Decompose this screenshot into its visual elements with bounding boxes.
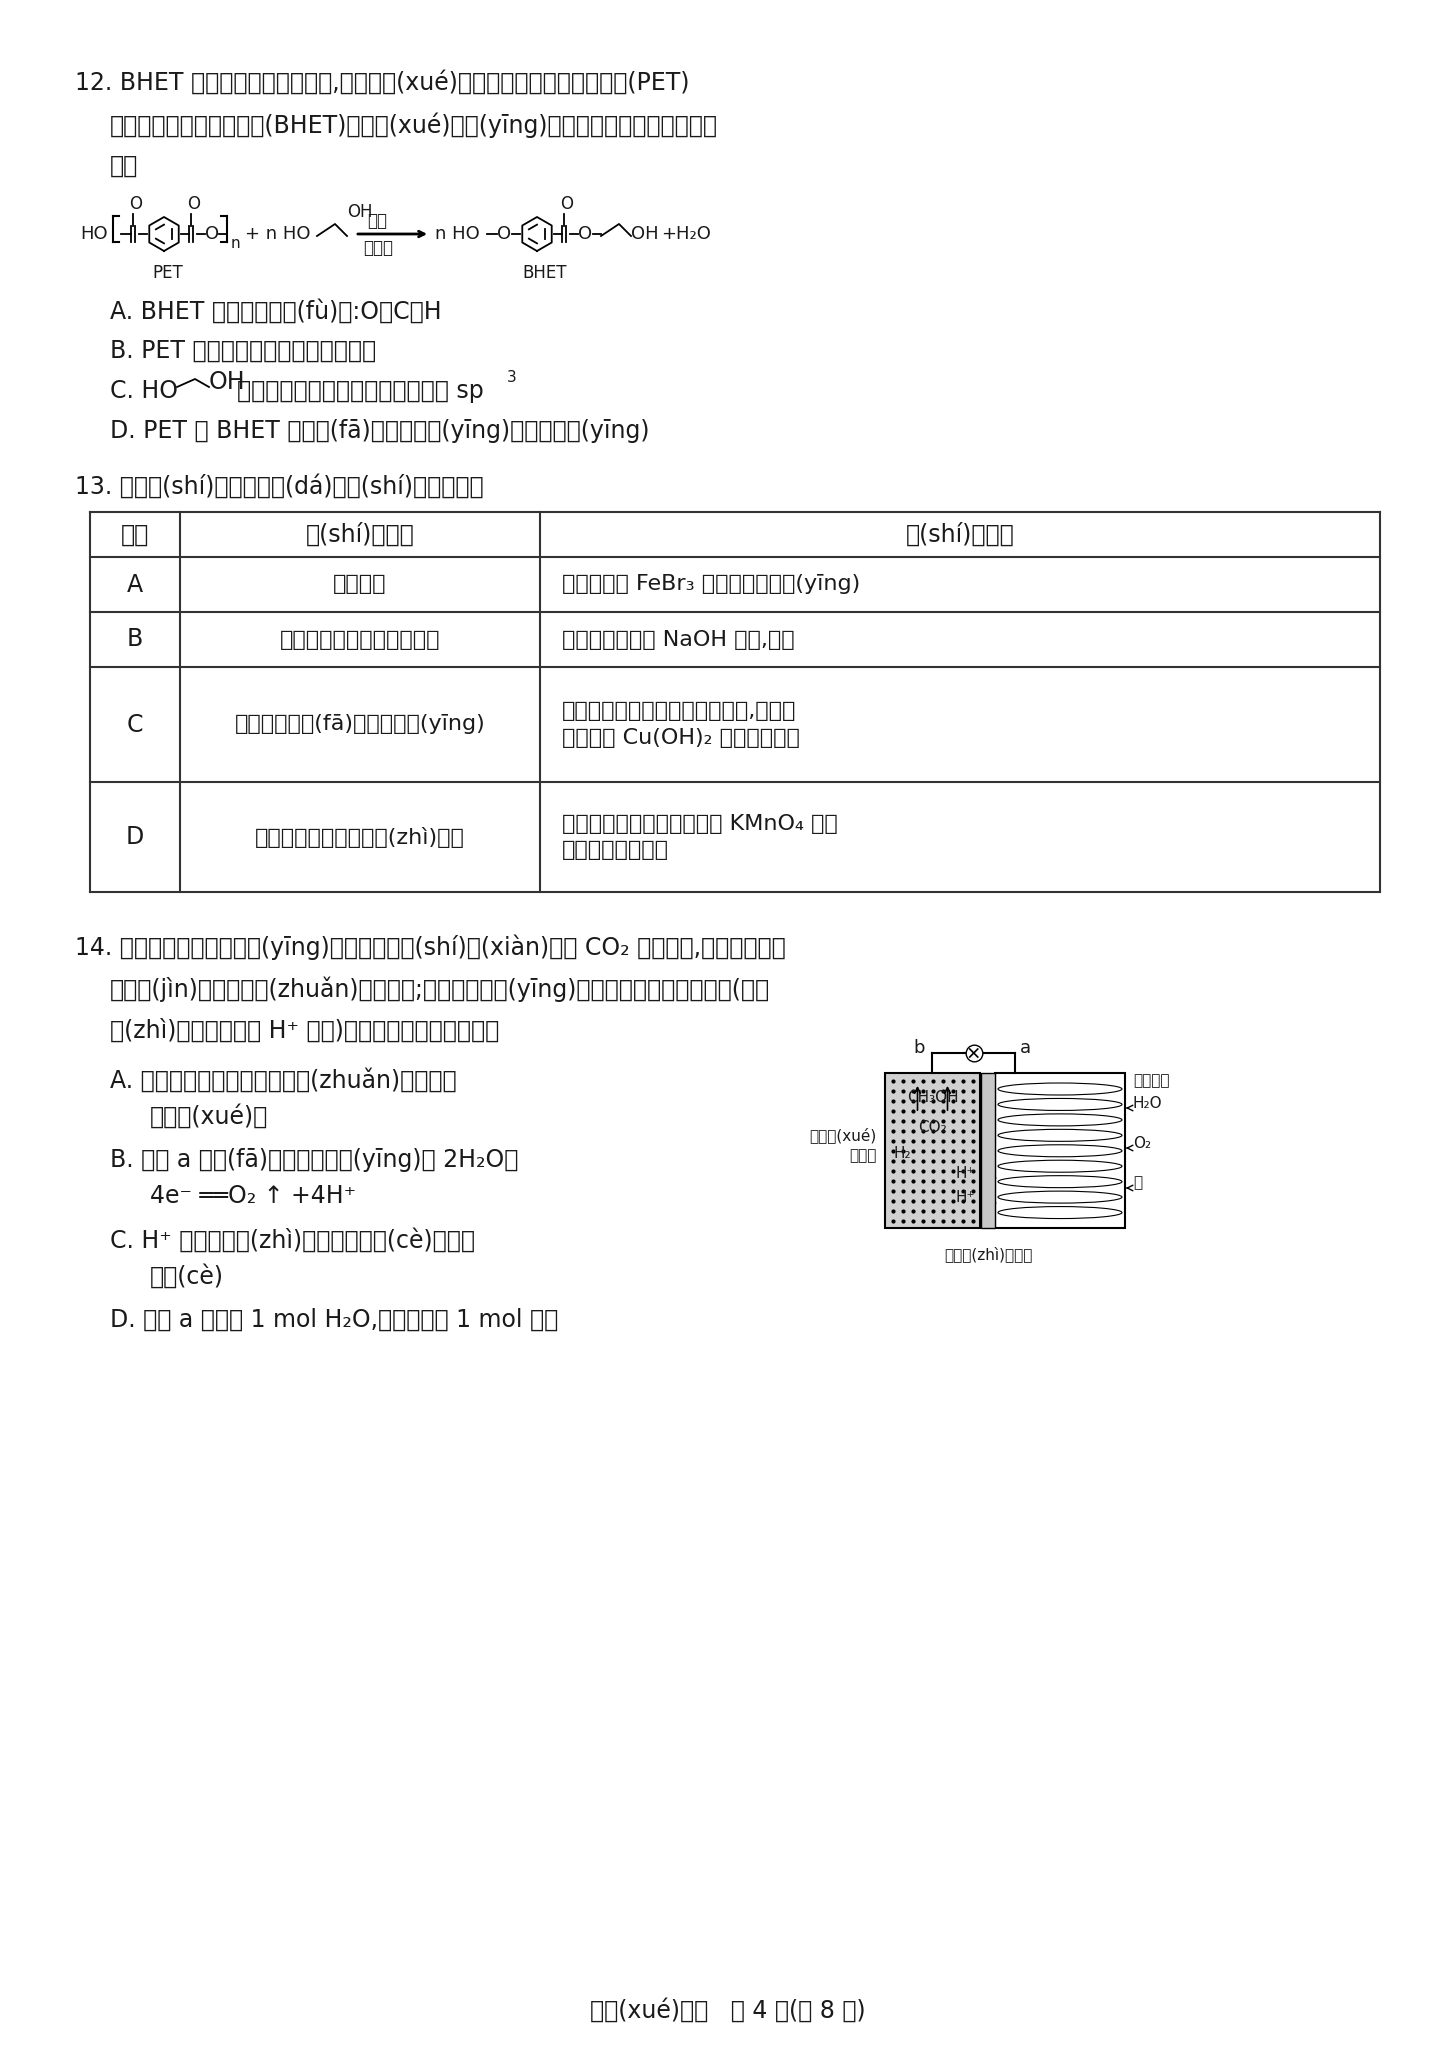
Text: 光: 光: [1133, 1176, 1142, 1191]
Text: 電化學(xué): 電化學(xué): [810, 1127, 877, 1144]
Ellipse shape: [997, 1082, 1123, 1095]
Ellipse shape: [997, 1113, 1123, 1125]
Text: 的是: 的是: [111, 153, 138, 178]
Text: 制備對苯二甲酸雙羥乙酯(BHET)的化學(xué)反應(yīng)如圖所示。下列敘述不正確: 制備對苯二甲酸雙羥乙酯(BHET)的化學(xué)反應(yīng)如圖所示。下列…: [111, 113, 718, 137]
Ellipse shape: [997, 1099, 1123, 1111]
Text: H⁺: H⁺: [955, 1191, 976, 1205]
Text: OH: OH: [630, 225, 658, 243]
Text: 質(zhì)纖維膜只允許 H⁺ 通過)。下列說法中不正確的是: 質(zhì)纖維膜只允許 H⁺ 通過)。下列說法中不正確的是: [111, 1019, 499, 1041]
Text: A: A: [127, 573, 143, 597]
Text: 除去丙烯氣體中的雜質(zhì)丙炔: 除去丙烯氣體中的雜質(zhì)丙炔: [255, 827, 464, 847]
Ellipse shape: [997, 1191, 1123, 1203]
Text: 制備溴苯: 制備溴苯: [333, 575, 387, 595]
Text: 將混合氣依次通過盛有酸性 KMnO₄ 溶液: 將混合氣依次通過盛有酸性 KMnO₄ 溶液: [562, 814, 837, 833]
Ellipse shape: [997, 1207, 1123, 1219]
Text: O: O: [186, 194, 199, 213]
Text: C. H⁺ 通過蛋白質(zhì)纖維膜由右側(cè)遷移至: C. H⁺ 通過蛋白質(zhì)纖維膜由右側(cè)遷移至: [111, 1228, 475, 1252]
Text: 4e⁻ ══O₂ ↑ +4H⁺: 4e⁻ ══O₂ ↑ +4H⁺: [150, 1185, 357, 1207]
Text: C: C: [127, 712, 143, 737]
Text: O: O: [578, 225, 593, 243]
Text: 驗證淀粉能發(fā)生水解反應(yīng): 驗證淀粉能發(fā)生水解反應(yīng): [234, 714, 485, 735]
Text: O: O: [496, 225, 511, 243]
Text: A. BHET 中元素的電負(fù)性:O＞C＞H: A. BHET 中元素的電負(fù)性:O＞C＞H: [111, 299, 441, 323]
Text: CH₃OH: CH₃OH: [907, 1091, 958, 1105]
Text: PET: PET: [151, 264, 183, 282]
Text: HO: HO: [80, 225, 108, 243]
Ellipse shape: [997, 1129, 1123, 1142]
Text: 中碳原子和氧原子的雜化方式均為 sp: 中碳原子和氧原子的雜化方式均為 sp: [237, 379, 483, 403]
Text: D. PET 和 BHET 均能發(fā)生水解反應(yīng)和加成反應(yīng): D. PET 和 BHET 均能發(fā)生水解反應(yīng)和加成反應(yī…: [111, 419, 649, 444]
Text: 選項: 選項: [121, 522, 149, 546]
Bar: [994, 1072, 1125, 1228]
Text: 和化學(xué)能: 和化學(xué)能: [150, 1105, 268, 1129]
Text: 催化劑: 催化劑: [850, 1148, 877, 1162]
Text: OH: OH: [210, 370, 246, 395]
Text: 苯和液溴在 FeBr₃ 催化作用下反應(yīng): 苯和液溴在 FeBr₃ 催化作用下反應(yīng): [562, 575, 860, 595]
Text: CO₂: CO₂: [919, 1121, 946, 1136]
Text: 14. 通過利用光電催化反應(yīng)器光解水可實(shí)現(xiàn)利用 CO₂ 制取甲醇,該過程可以有: 14. 通過利用光電催化反應(yīng)器光解水可實(shí)現(xiàn)利用…: [76, 935, 786, 960]
Text: B: B: [127, 628, 143, 651]
Text: H⁺: H⁺: [955, 1166, 976, 1181]
Ellipse shape: [997, 1176, 1123, 1187]
Text: 化學(xué)試卷   第 4 頁(共 8 頁): 化學(xué)試卷 第 4 頁(共 8 頁): [590, 1997, 866, 2021]
Text: O: O: [561, 194, 574, 213]
Text: 光熱: 光熱: [367, 213, 387, 229]
Text: 催化劑: 催化劑: [363, 239, 393, 258]
Text: D: D: [125, 825, 144, 849]
Text: O: O: [130, 194, 143, 213]
Text: 實(shí)驗目的: 實(shí)驗目的: [306, 522, 415, 546]
Text: 左側(cè): 左側(cè): [150, 1264, 224, 1289]
Text: C. HO: C. HO: [111, 379, 178, 403]
Text: 和濃硫酸的洗氣瓶: 和濃硫酸的洗氣瓶: [562, 841, 668, 861]
Text: + n HO: + n HO: [245, 225, 310, 243]
Text: 12. BHET 是一種重要的化工原料,我國科學(xué)家利用聚對苯二甲酸類塑料(PET): 12. BHET 是一種重要的化工原料,我國科學(xué)家利用聚對苯二甲酸類塑…: [76, 70, 690, 94]
Text: 光催化劑: 光催化劑: [1133, 1074, 1169, 1088]
Text: a: a: [1021, 1039, 1031, 1058]
Text: 加入新制 Cu(OH)₂ 懸濁液再加熱: 加入新制 Cu(OH)₂ 懸濁液再加熱: [562, 728, 799, 749]
Bar: [885, 1072, 980, 1228]
Bar: [981, 1072, 994, 1228]
Text: 除去乙酸乙酯中的少量乙酸: 除去乙酸乙酯中的少量乙酸: [280, 630, 440, 649]
Text: 效地進(jìn)行能源的轉(zhuǎn)換和儲存;光電催化反應(yīng)器的裝置示意圖如圖所示(蛋白: 效地進(jìn)行能源的轉(zhuǎn)換和儲存;光電催化反應(yīng)器的裝…: [111, 976, 770, 1000]
Ellipse shape: [997, 1146, 1123, 1156]
Text: H₂: H₂: [894, 1146, 911, 1160]
Text: O₂: O₂: [1133, 1136, 1152, 1150]
Text: +H₂O: +H₂O: [661, 225, 711, 243]
Text: 蛋白質(zhì)纖維膜: 蛋白質(zhì)纖維膜: [943, 1246, 1032, 1262]
Text: B. PET 中所有原子可能處于同一平面: B. PET 中所有原子可能處于同一平面: [111, 340, 376, 362]
Text: B. 電極 a 上發(fā)生的電極反應(yīng)為 2H₂O－: B. 電極 a 上發(fā)生的電極反應(yīng)為 2H₂O－: [111, 1148, 518, 1172]
Text: n HO: n HO: [435, 225, 479, 243]
Text: 將淀粉和足量稀硫酸混合后加熱,冷卻后: 將淀粉和足量稀硫酸混合后加熱,冷卻后: [562, 702, 796, 720]
Text: OH: OH: [347, 203, 373, 221]
Ellipse shape: [997, 1160, 1123, 1172]
Text: D. 電極 a 每消耗 1 mol H₂O,最多可生成 1 mol 甲醇: D. 電極 a 每消耗 1 mol H₂O,最多可生成 1 mol 甲醇: [111, 1307, 558, 1332]
Text: BHET: BHET: [523, 264, 566, 282]
Text: H₂O: H₂O: [1133, 1095, 1163, 1111]
Text: A. 該裝置工作過程中將光能轉(zhuǎn)化為電能: A. 該裝置工作過程中將光能轉(zhuǎn)化為電能: [111, 1068, 457, 1093]
Text: 向混合物中加入 NaOH 溶液,分液: 向混合物中加入 NaOH 溶液,分液: [562, 630, 795, 649]
Text: 13. 下列實(shí)驗操作能達(dá)到實(shí)驗目的的是: 13. 下列實(shí)驗操作能達(dá)到實(shí)驗目的的是: [76, 475, 483, 499]
Text: O: O: [205, 225, 218, 243]
Text: b: b: [913, 1039, 925, 1058]
Text: 3: 3: [507, 370, 517, 385]
Text: n: n: [232, 237, 240, 252]
Text: 實(shí)驗操作: 實(shí)驗操作: [906, 522, 1015, 546]
